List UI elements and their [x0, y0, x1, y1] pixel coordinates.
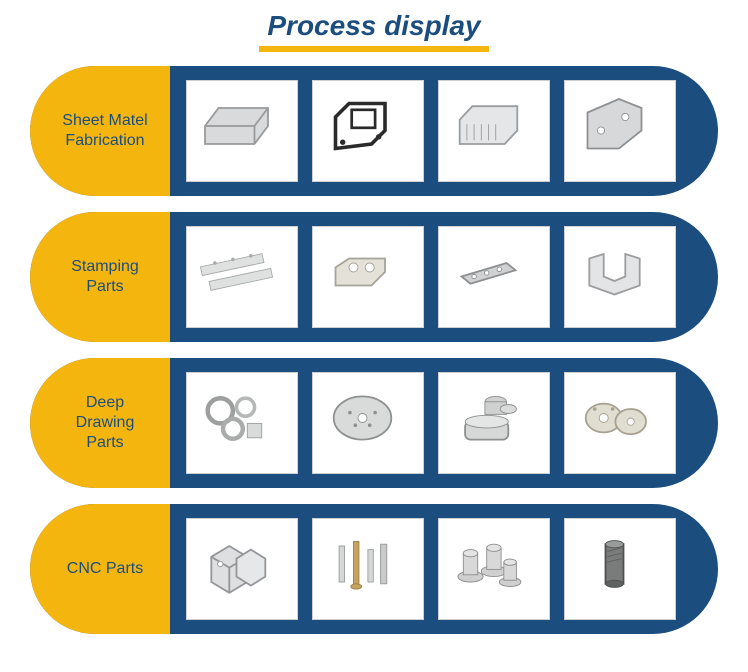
- perforated-disc-icon: [313, 373, 423, 473]
- cnc-block-icon: [187, 519, 297, 619]
- sheet-enclosure-icon: [187, 81, 297, 181]
- product-tile: [186, 518, 298, 620]
- process-row: Deep Drawing Parts: [30, 358, 718, 488]
- tile-strip: [170, 66, 718, 196]
- header: Process display: [0, 0, 748, 56]
- row-label: Stamping Parts: [56, 257, 154, 297]
- u-channel-icon: [565, 227, 675, 327]
- row-label: CNC Parts: [67, 559, 143, 579]
- product-tile: [564, 372, 676, 474]
- vented-box-icon: [439, 81, 549, 181]
- product-tile: [312, 372, 424, 474]
- page-title: Process display: [259, 10, 488, 52]
- product-tile: [564, 226, 676, 328]
- process-row: CNC Parts: [30, 504, 718, 634]
- product-tile: [438, 226, 550, 328]
- process-row: Stamping Parts: [30, 212, 718, 342]
- tile-strip: [170, 212, 718, 342]
- slide-rails-icon: [187, 227, 297, 327]
- row-label-cap: Sheet Matel Fabrication: [30, 66, 170, 196]
- product-tile: [564, 518, 676, 620]
- threaded-sleeve-icon: [565, 519, 675, 619]
- bracket-frame-icon: [313, 81, 423, 181]
- ring-washer-set-icon: [187, 373, 297, 473]
- process-rows: Sheet Matel Fabrication Stamping Parts Dee…: [0, 56, 748, 634]
- product-tile: [438, 518, 550, 620]
- row-label-cap: Stamping Parts: [30, 212, 170, 342]
- tile-strip: [170, 358, 718, 488]
- product-tile: [186, 80, 298, 182]
- turned-pins-icon: [313, 519, 423, 619]
- row-label-cap: Deep Drawing Parts: [30, 358, 170, 488]
- product-tile: [186, 372, 298, 474]
- product-tile: [312, 226, 424, 328]
- stamped-bracket-icon: [313, 227, 423, 327]
- tile-strip: [170, 504, 718, 634]
- row-label: Deep Drawing Parts: [56, 393, 154, 453]
- row-label-cap: CNC Parts: [30, 504, 170, 634]
- product-tile: [438, 372, 550, 474]
- cup-pan-icon: [439, 373, 549, 473]
- product-tile: [186, 226, 298, 328]
- process-row: Sheet Matel Fabrication: [30, 66, 718, 196]
- bent-bracket-icon: [565, 81, 675, 181]
- machined-bushings-icon: [439, 519, 549, 619]
- product-tile: [312, 80, 424, 182]
- product-tile: [438, 80, 550, 182]
- product-tile: [312, 518, 424, 620]
- flange-caps-icon: [565, 373, 675, 473]
- row-label: Sheet Matel Fabrication: [56, 111, 154, 151]
- product-tile: [564, 80, 676, 182]
- flat-plate-icon: [439, 227, 549, 327]
